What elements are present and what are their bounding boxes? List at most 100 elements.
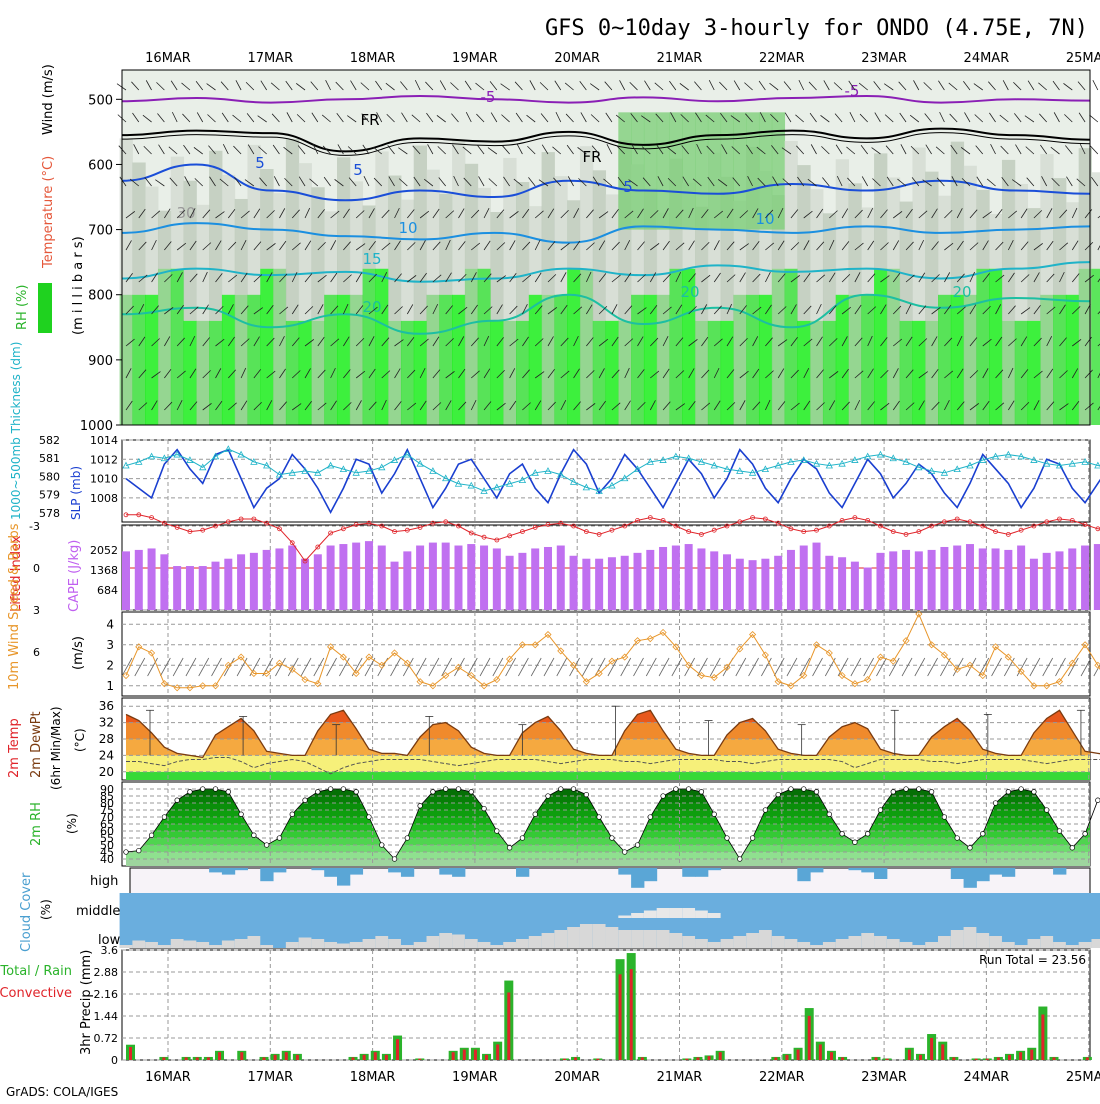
li-point bbox=[1018, 527, 1024, 533]
wind-barb bbox=[803, 210, 813, 219]
rh-shade-cell bbox=[605, 320, 619, 425]
wind-barb bbox=[948, 82, 958, 91]
wind-barb bbox=[240, 305, 249, 315]
wind-barb bbox=[746, 144, 753, 155]
wind-barb bbox=[586, 370, 595, 379]
wind-barb bbox=[304, 240, 312, 251]
wind-barb bbox=[170, 80, 178, 91]
pressure-tick-label: 700 bbox=[88, 224, 113, 239]
wind10m-barb bbox=[300, 657, 312, 677]
thickness-point bbox=[1068, 459, 1076, 467]
wind-barb bbox=[995, 402, 1005, 411]
wind-barb bbox=[1039, 113, 1047, 123]
rh-shade-cell bbox=[234, 198, 248, 295]
wind-barb bbox=[777, 207, 784, 219]
wind-barb bbox=[138, 241, 147, 251]
upper-air-frame bbox=[121, 69, 1091, 426]
wind-barb bbox=[1014, 113, 1022, 123]
rh-shade-cell bbox=[349, 294, 364, 425]
thickness-point bbox=[723, 465, 731, 473]
wind-barb bbox=[151, 400, 158, 411]
li-point bbox=[1057, 516, 1062, 522]
rh-point bbox=[992, 800, 999, 806]
wind-barb bbox=[266, 243, 276, 251]
rh-shade-cell bbox=[631, 112, 645, 230]
rh-point bbox=[148, 832, 155, 838]
wind10m-point bbox=[148, 649, 156, 657]
wind-barb bbox=[918, 210, 928, 219]
li-point bbox=[123, 512, 129, 518]
wind-barb bbox=[387, 145, 395, 155]
date-label-top: 25MAR bbox=[1066, 51, 1100, 66]
wind10m-point bbox=[633, 637, 642, 645]
rh-shade-cell bbox=[426, 169, 440, 295]
wind-barb bbox=[872, 178, 881, 187]
wind-barb bbox=[675, 304, 683, 315]
li-point bbox=[315, 544, 321, 550]
rh-point bbox=[596, 814, 602, 820]
thickness-point bbox=[135, 458, 143, 465]
rh-shade-cell bbox=[707, 320, 722, 425]
cape-bar bbox=[454, 545, 463, 610]
wind-barb bbox=[777, 368, 785, 379]
rh-shade-cell bbox=[1001, 320, 1016, 425]
cape-bar bbox=[825, 555, 834, 610]
cloud-mid-bar bbox=[707, 893, 722, 918]
rh-shade-cell bbox=[477, 268, 491, 425]
wind-barb bbox=[898, 81, 907, 91]
cape-bar bbox=[147, 548, 156, 610]
li-point bbox=[724, 523, 730, 529]
wind-barb bbox=[398, 178, 408, 187]
wind-barb bbox=[624, 210, 634, 219]
wind-barb bbox=[445, 371, 455, 379]
wind-barb bbox=[854, 337, 863, 347]
li-point bbox=[366, 520, 372, 526]
wind-barb bbox=[368, 336, 375, 347]
wind-barb bbox=[394, 306, 403, 315]
wind-barb bbox=[854, 370, 864, 379]
precip-convective-bar bbox=[462, 1049, 466, 1060]
cloud-high-bar bbox=[273, 868, 287, 873]
rh-shade-cell bbox=[1027, 208, 1041, 321]
cloud-low-clear bbox=[1040, 936, 1054, 948]
wind-barb bbox=[157, 113, 165, 123]
cloud-low-clear bbox=[311, 939, 325, 948]
wind-barb bbox=[560, 209, 569, 219]
wind-barb bbox=[228, 402, 237, 411]
thickness-slp-grid bbox=[122, 439, 1090, 522]
thickness-point bbox=[953, 465, 961, 473]
wind-barb bbox=[739, 400, 746, 411]
li-point bbox=[494, 537, 500, 543]
rh-point bbox=[890, 789, 896, 795]
wind-barb bbox=[394, 207, 400, 219]
wind-barb bbox=[526, 114, 536, 123]
wind-barb bbox=[445, 400, 452, 411]
wind-barb bbox=[765, 242, 775, 251]
wind-barb bbox=[412, 145, 421, 155]
cape-bar bbox=[965, 544, 974, 610]
wind-barb bbox=[125, 400, 133, 411]
rh-point bbox=[660, 793, 666, 799]
wind10m-barb bbox=[313, 657, 325, 677]
lifted-index-series bbox=[123, 512, 1100, 564]
pressure-tick-label: 900 bbox=[88, 354, 113, 369]
li-point bbox=[954, 516, 960, 522]
wind10m-barb bbox=[607, 657, 619, 677]
wind-barb bbox=[475, 82, 485, 91]
wind10m-barb bbox=[479, 657, 491, 677]
wind10m-barb bbox=[799, 657, 811, 677]
rh-shade-cell bbox=[1040, 154, 1054, 295]
wind-barb bbox=[841, 401, 850, 411]
rh-point bbox=[161, 814, 168, 820]
rh-shade-cell bbox=[874, 153, 888, 269]
wind10m-point bbox=[774, 678, 782, 686]
cloud-low-clear bbox=[1014, 945, 1029, 948]
thickness-point bbox=[1055, 461, 1064, 469]
thickness-point bbox=[927, 467, 936, 474]
wind-barb bbox=[790, 209, 799, 219]
wind-barb bbox=[829, 338, 838, 347]
wind-barb bbox=[260, 80, 268, 91]
wind-barb bbox=[752, 306, 762, 315]
rh-point bbox=[417, 803, 423, 809]
wind-barb bbox=[279, 208, 286, 219]
